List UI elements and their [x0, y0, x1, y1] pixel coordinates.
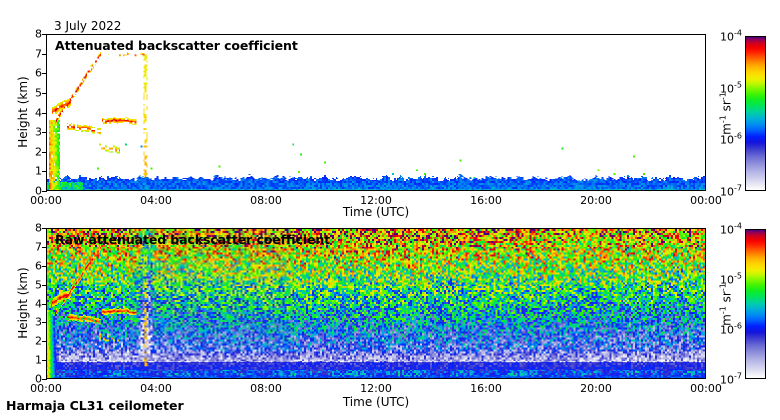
colorbar-tick-label: 10-4 [720, 29, 742, 44]
plot-area-raw[interactable]: Raw attenuated backscatter coefficient [46, 228, 706, 379]
x-axis-label-screened: Time (UTC) [342, 205, 410, 219]
colorbar-tick-label: 10-7 [720, 372, 742, 387]
y-tick-label: 7 [35, 240, 42, 254]
date-label: 3 July 2022 [54, 19, 122, 33]
y-tick-label: 1 [35, 164, 42, 178]
x-tick-label: 16:00 [470, 382, 502, 395]
x-tick-label: 16:00 [470, 194, 502, 207]
y-tick-label: 2 [35, 334, 42, 348]
colorbar-unit-m: m [719, 314, 734, 326]
footer-label: Harmaja CL31 ceilometer [6, 398, 184, 413]
colorbar-tick-label: 10-6 [720, 132, 742, 147]
y-tick-label: 6 [35, 259, 42, 273]
x-tick-label: 08:00 [250, 194, 282, 207]
colorbar-tick-label: 10-5 [720, 80, 742, 95]
colorbar-tick-mantissa: 10 [720, 133, 735, 147]
x-tick-label: 20:00 [580, 194, 612, 207]
y-tick-label: 5 [35, 86, 42, 100]
colorbar-tick-exponent: -4 [734, 221, 742, 231]
y-tick-label: 2 [35, 145, 42, 159]
x-tick-label: 08:00 [250, 382, 282, 395]
y-tick-mark [42, 73, 47, 74]
colorbar-tick-mantissa: 10 [720, 323, 735, 337]
y-axis-label-raw: Height (km) [16, 267, 30, 339]
colorbar-tick-mantissa: 10 [720, 185, 735, 199]
y-tick-mark [42, 228, 47, 229]
y-tick-label: 4 [35, 297, 42, 310]
y-tick-mark [42, 266, 47, 267]
x-tick-label: 20:00 [580, 382, 612, 395]
x-tick-label: 00:00 [690, 194, 722, 207]
y-tick-label: 1 [35, 353, 42, 367]
colorbar-unit-m-exp: -1 [718, 306, 728, 315]
colorbar-tick-mantissa: 10 [720, 273, 735, 287]
y-tick-mark [42, 54, 47, 55]
y-tick-label: 7 [35, 47, 42, 61]
colorbar-unit-sr-exp: -1 [718, 283, 728, 292]
y-tick-mark [42, 285, 47, 286]
x-tick-label: 12:00 [360, 382, 392, 395]
x-tick-label: 00:00 [30, 194, 62, 207]
x-tick-label: 00:00 [690, 382, 722, 395]
colorbar-raw [745, 229, 766, 379]
y-tick-mark [42, 191, 47, 192]
y-tick-mark [42, 322, 47, 323]
colorbar-tick-mantissa: 10 [720, 30, 735, 44]
y-tick-label: 0 [35, 372, 42, 386]
colorbar-tick-exponent: -7 [734, 183, 742, 193]
colorbar-screened [745, 36, 766, 191]
y-tick-mark [42, 34, 47, 35]
colorbar-tick-label: 10-4 [720, 222, 742, 237]
colorbar-tick-label: 10-7 [720, 184, 742, 199]
y-tick-label: 3 [35, 315, 42, 329]
plot-area-screened[interactable]: Attenuated backscatter coefficient [46, 34, 706, 191]
colorbar-tick-label: 10-6 [720, 322, 742, 337]
y-tick-mark [42, 304, 47, 305]
y-tick-mark [42, 152, 47, 153]
panel-screened: Attenuated backscatter coefficient 0 1 2 3 4… [16, 27, 766, 219]
colorbar-tick-mantissa: 10 [720, 223, 735, 237]
y-tick-label: 5 [35, 278, 42, 292]
y-tick-mark [42, 171, 47, 172]
y-tick-label: 8 [35, 221, 42, 235]
colorbar-tick-exponent: -6 [734, 321, 742, 331]
y-tick-mark [42, 247, 47, 248]
y-tick-mark [42, 132, 47, 133]
y-tick-label: 6 [35, 66, 42, 80]
panel-title-screened: Attenuated backscatter coefficient [55, 38, 298, 53]
colorbar-tick-exponent: -6 [734, 132, 742, 141]
heatmap-canvas-screened [47, 35, 705, 190]
colorbar-tick-exponent: -4 [734, 28, 742, 38]
panel-title-raw: Raw attenuated backscatter coefficient [55, 232, 331, 247]
x-tick-label: 04:00 [140, 194, 172, 207]
x-axis-label-raw: Time (UTC) [342, 395, 410, 409]
x-tick-label: 04:00 [140, 382, 172, 395]
colorbar-tick-exponent: -5 [734, 80, 742, 90]
x-tick-label: 00:00 [30, 382, 62, 395]
y-tick-label: 0 [35, 184, 42, 198]
y-tick-label: 4 [35, 106, 42, 119]
y-tick-label: 8 [35, 27, 42, 41]
colorbar-tick-exponent: -5 [734, 271, 742, 281]
colorbar-tick-mantissa: 10 [720, 81, 735, 95]
y-tick-label: 3 [35, 125, 42, 139]
y-tick-mark [42, 379, 47, 380]
y-tick-mark [42, 113, 47, 114]
colorbar-label-raw: m-1 sr-1 [719, 255, 734, 355]
heatmap-canvas-raw [47, 229, 705, 378]
y-tick-mark [42, 360, 47, 361]
y-tick-mark [42, 93, 47, 94]
colorbar-tick-exponent: -7 [734, 371, 742, 381]
colorbar-tick-label: 10-5 [720, 272, 742, 287]
colorbar-unit-sr: sr [719, 291, 734, 307]
y-tick-mark [42, 341, 47, 342]
x-tick-label: 12:00 [360, 194, 392, 207]
colorbar-tick-mantissa: 10 [720, 373, 735, 387]
